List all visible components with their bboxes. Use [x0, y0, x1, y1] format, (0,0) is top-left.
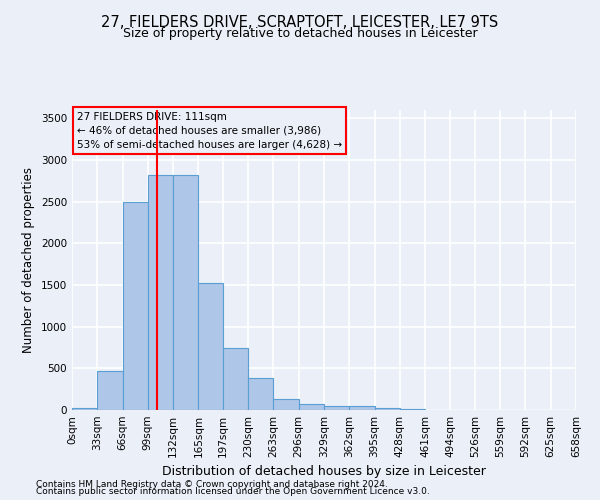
Bar: [122, 202, 148, 410]
Y-axis label: Number of detached properties: Number of detached properties: [22, 167, 35, 353]
Text: Contains HM Land Registry data © Crown copyright and database right 2024.: Contains HM Land Registry data © Crown c…: [36, 480, 388, 489]
Bar: [223, 348, 248, 410]
Bar: [299, 404, 324, 410]
Bar: [349, 406, 374, 410]
Bar: [400, 409, 425, 410]
Bar: [248, 378, 274, 410]
Bar: [199, 284, 223, 410]
Bar: [324, 406, 349, 410]
Bar: [148, 175, 173, 410]
Text: 27, FIELDERS DRIVE, SCRAPTOFT, LEICESTER, LE7 9TS: 27, FIELDERS DRIVE, SCRAPTOFT, LEICESTER…: [101, 15, 499, 30]
Bar: [97, 371, 122, 410]
X-axis label: Distribution of detached houses by size in Leicester: Distribution of detached houses by size …: [162, 466, 486, 478]
Text: 27 FIELDERS DRIVE: 111sqm
← 46% of detached houses are smaller (3,986)
53% of se: 27 FIELDERS DRIVE: 111sqm ← 46% of detac…: [77, 112, 342, 150]
Text: Contains public sector information licensed under the Open Government Licence v3: Contains public sector information licen…: [36, 488, 430, 496]
Bar: [274, 399, 299, 410]
Text: Size of property relative to detached houses in Leicester: Size of property relative to detached ho…: [122, 28, 478, 40]
Bar: [173, 175, 199, 410]
Bar: [72, 408, 97, 410]
Bar: [374, 408, 400, 410]
